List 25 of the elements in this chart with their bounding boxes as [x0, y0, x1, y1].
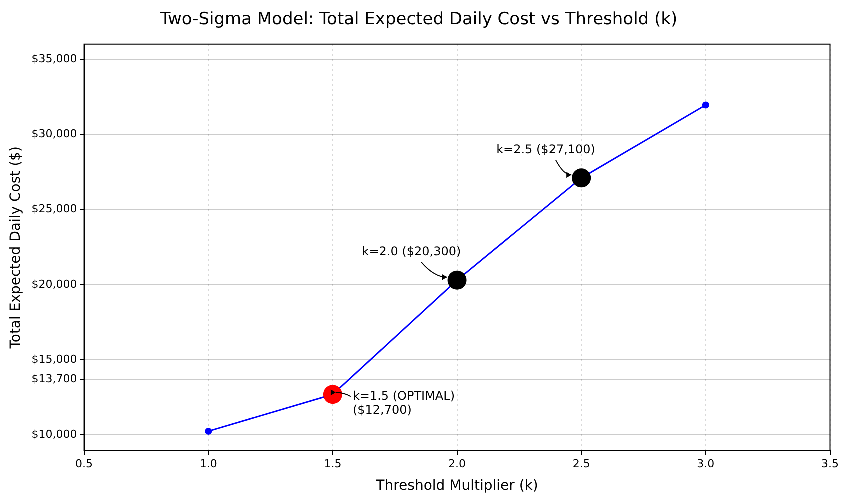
- y-tick-label: $20,000: [32, 278, 78, 291]
- y-tick-label: $35,000: [32, 52, 78, 66]
- x-tick-label: 1.0: [200, 457, 218, 470]
- y-tick-label: $10,000: [32, 428, 78, 442]
- chart-title: Two-Sigma Model: Total Expected Daily Cost vs Threshold (k): [159, 10, 678, 30]
- point: [205, 428, 212, 435]
- x-tick-label: 0.5: [76, 457, 94, 470]
- y-tick-label: $30,000: [32, 127, 78, 140]
- x-tick-label: 2.5: [572, 457, 590, 470]
- x-tick-label: 3.5: [822, 457, 840, 470]
- point: [702, 102, 710, 109]
- y-tick-label: $25,000: [32, 202, 78, 216]
- x-tick-label: 3.0: [697, 457, 715, 470]
- point: [323, 385, 342, 404]
- annotation: k=1.5 (OPTIMAL) ($12,700): [352, 388, 456, 417]
- x-axis-title: Threshold Multiplier (k): [375, 478, 538, 494]
- y-axis-title: Total Expected Daily Cost ($): [8, 146, 24, 350]
- y-tick-label: $15,000: [32, 352, 78, 366]
- point: [448, 270, 467, 290]
- annotation: k=2.0 ($20,300): [362, 244, 462, 259]
- x-tick-label: 1.5: [324, 457, 342, 470]
- x-tick-label: 2.0: [448, 457, 466, 470]
- point: [572, 168, 592, 188]
- y-tick-label: $13,700: [32, 372, 78, 386]
- annotation: k=2.5 ($27,100): [496, 142, 596, 156]
